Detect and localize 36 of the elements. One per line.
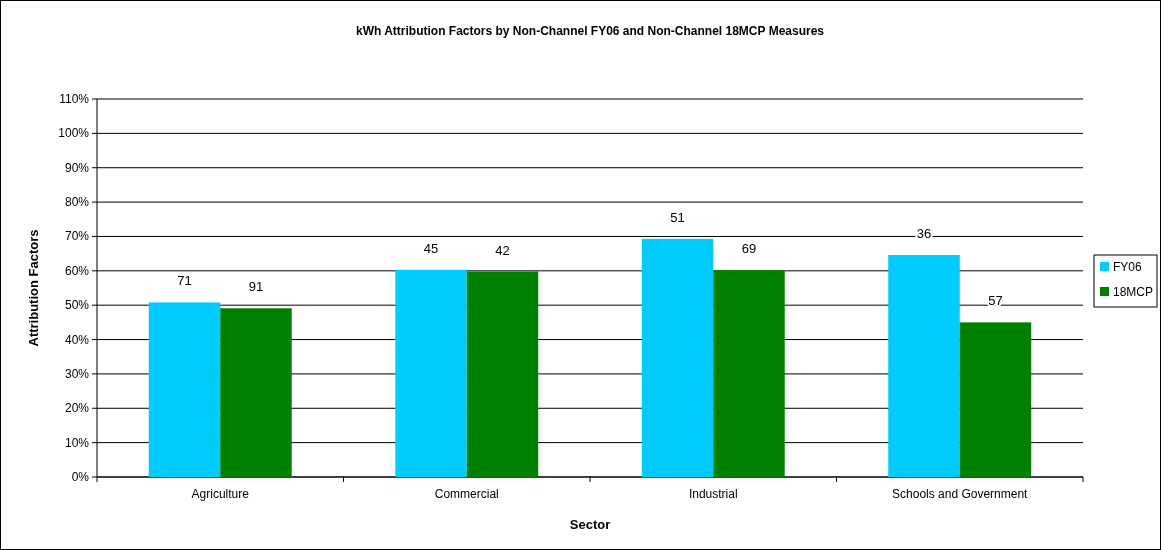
annotation: 51 — [670, 209, 685, 225]
y-tick-label: 70% — [64, 229, 90, 244]
y-tick-label: 50% — [64, 298, 90, 313]
y-tick-label: 110% — [59, 92, 90, 106]
bar — [959, 322, 1032, 477]
y-tick-label: 10% — [64, 435, 90, 450]
bar — [395, 269, 467, 477]
bar — [641, 238, 714, 477]
chart-title: kWh Attribution Factors by Non-Channel FY06 and Non-Channel 18MCP Measures — [355, 24, 825, 38]
bar — [148, 302, 221, 477]
legend-label: 18MCP — [1113, 285, 1154, 299]
x-tick-label: Industrial — [688, 487, 738, 501]
annotation: 45 — [423, 240, 439, 256]
bar — [220, 308, 292, 477]
y-tick-label: 0% — [71, 470, 90, 484]
annotation: 69 — [741, 241, 757, 257]
legend-label: FY06 — [1113, 260, 1143, 274]
y-tick-label: 90% — [64, 160, 90, 175]
y-axis-title: Attribution Factors — [26, 229, 41, 347]
y-tick-label: 20% — [64, 401, 90, 416]
y-tick-label: 100% — [58, 126, 90, 141]
x-tick-label: Schools and Government — [892, 487, 1029, 501]
y-tick-label: 30% — [64, 366, 90, 381]
annotation: 71 — [177, 273, 192, 289]
bar — [713, 270, 785, 477]
x-axis-title: Sector — [569, 517, 611, 532]
bar — [466, 271, 539, 477]
x-tick-label: Commercial — [434, 487, 499, 501]
annotation: 91 — [248, 279, 264, 295]
y-tick-label: 60% — [64, 263, 90, 278]
y-tick-label: 80% — [64, 195, 90, 210]
bar — [888, 255, 960, 477]
x-tick-label: Agriculture — [191, 487, 250, 501]
annotation: 42 — [495, 242, 510, 258]
y-tick-label: 40% — [64, 332, 90, 347]
annotation: 57 — [988, 293, 1003, 309]
